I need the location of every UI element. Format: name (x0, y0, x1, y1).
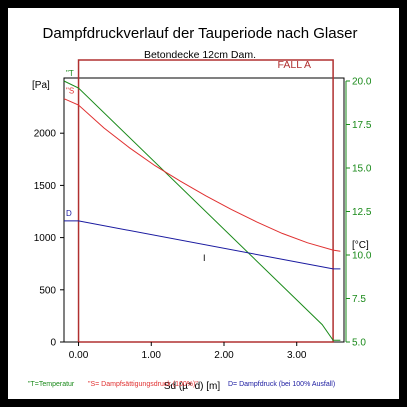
series-marker-s: "S (66, 87, 74, 96)
series-marker-d: D (66, 209, 72, 218)
x-tick-label: 3.00 (287, 350, 307, 361)
chart-title: Dampfdruckverlauf der Tauperiode nach Gl… (43, 25, 358, 42)
y-axis-left-label: [Pa] (32, 80, 50, 91)
case-label: FALL A (278, 59, 311, 71)
legend-item-0: "T=Temperatur (28, 381, 75, 388)
series-line-d (64, 220, 341, 270)
chart-subtitle: Betondecke 12cm Dam. (144, 49, 256, 61)
x-axis-label: Sd (µ* d) [m] (164, 381, 221, 392)
x-tick-label: 1.00 (142, 350, 162, 361)
component-boundary (77, 59, 334, 343)
y-right-tick-label: 17.5 (352, 120, 372, 131)
y-right-tick-label: 20.0 (352, 77, 372, 88)
y-right-tick-label: 7.5 (352, 294, 366, 305)
chart-frame: Dampfdruckverlauf der Tauperiode nach Gl… (8, 8, 399, 399)
y-right-tick-label: 12.5 (352, 207, 372, 218)
legend-item-1: "S= Dampfsättigungsdruck (100%)" (88, 381, 198, 388)
y-left-tick-label: 2000 (34, 129, 57, 140)
y-right-tick-label: 15.0 (352, 164, 372, 175)
y-right-tick-label: 5.0 (352, 338, 366, 349)
legend-item-2: D= Dampfdruck (bei 100% Ausfall) (228, 381, 335, 388)
x-tick-label: 0.00 (69, 350, 89, 361)
plot-area: 0.00 1.00 2.00 3.00 0 500 1000 1500 2000 5.0 7.5 10… (34, 59, 372, 361)
y-left-tick-label: 500 (39, 285, 56, 296)
legend: "T=Temperatur "S= Dampfsättigungsdruck (1… (28, 381, 335, 388)
annotation-marker: I (203, 253, 206, 263)
y-left-tick-label: 1500 (34, 181, 57, 192)
y-axis-right-label: [°C] (352, 240, 369, 251)
x-tick-label: 2.00 (214, 350, 234, 361)
series-line-s (63, 98, 341, 252)
chart-svg: Dampfdruckverlauf der Tauperiode nach Gl… (28, 25, 372, 392)
y-right-tick-label: 10.0 (352, 251, 372, 262)
y-left-tick-label: 0 (50, 338, 56, 349)
series-marker-t: "T (66, 69, 74, 78)
series-line-t (63, 80, 341, 341)
y-left-tick-label: 1000 (34, 233, 57, 244)
